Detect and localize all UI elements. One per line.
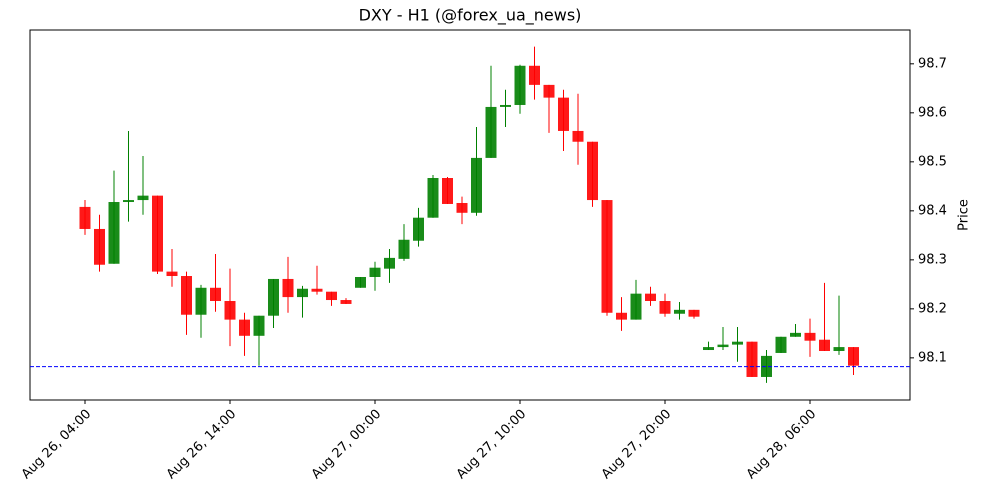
- candle-body: [500, 104, 511, 107]
- candle-body: [529, 65, 540, 85]
- y-tick-label: 98.1: [918, 350, 947, 365]
- candle-body: [94, 228, 105, 265]
- candle-body: [108, 202, 120, 264]
- candle-body: [775, 336, 787, 353]
- candle-body: [369, 267, 381, 277]
- candle-body: [456, 202, 468, 213]
- candle-body: [746, 341, 758, 377]
- candle-body: [601, 200, 613, 313]
- candle-body: [848, 347, 859, 366]
- candle-body: [137, 195, 149, 201]
- candle-body: [703, 347, 714, 351]
- candle-body: [340, 300, 352, 304]
- x-tick-label: Aug 27, 10:00: [454, 407, 530, 483]
- candle-body: [674, 309, 685, 314]
- y-tick-label: 98.5: [918, 154, 947, 169]
- candle-body: [224, 301, 236, 320]
- candle-body: [717, 344, 729, 348]
- y-axis-label: Price: [957, 199, 972, 231]
- x-tick-label: Aug 27, 00:00: [309, 407, 385, 483]
- candle-body: [239, 319, 250, 336]
- candle-body: [790, 332, 801, 337]
- y-tick-label: 98.7: [918, 56, 947, 71]
- y-tick-label: 98.3: [918, 252, 947, 267]
- candle-body: [804, 332, 816, 341]
- candle-body: [558, 97, 569, 131]
- candle-body: [761, 355, 772, 377]
- candle-body: [514, 65, 526, 105]
- candle-body: [732, 341, 743, 345]
- candle-body: [355, 276, 366, 288]
- y-tick-label: 98.6: [918, 105, 947, 120]
- candle-body: [659, 301, 671, 314]
- plot-frame: [29, 29, 911, 401]
- candle-body: [398, 239, 410, 259]
- candle-body: [587, 141, 598, 201]
- candle-body: [572, 130, 584, 142]
- candle-body: [311, 288, 323, 292]
- candle-body: [471, 157, 482, 213]
- candle-body: [297, 288, 308, 298]
- candle-body: [442, 178, 453, 204]
- x-tick-label: Aug 28, 06:00: [744, 407, 820, 483]
- y-tick-label: 98.4: [918, 203, 947, 218]
- candle-body: [195, 287, 207, 315]
- candle-body: [543, 84, 555, 98]
- candle-body: [79, 206, 91, 229]
- candle-body: [413, 217, 424, 241]
- candle-body: [181, 276, 192, 315]
- x-tick-label: Aug 27, 20:00: [599, 407, 675, 483]
- candle-body: [645, 293, 656, 302]
- candle-body: [166, 271, 178, 277]
- candle-body: [210, 287, 221, 302]
- candle-body: [630, 293, 642, 320]
- candle-body: [384, 257, 395, 269]
- candle-body: [427, 178, 439, 218]
- x-tick-label: Aug 26, 14:00: [164, 407, 240, 483]
- candle-body: [326, 291, 337, 301]
- chart-title: DXY - H1 (@forex_ua_news): [359, 6, 582, 26]
- candle-body: [485, 106, 497, 158]
- candle-body: [268, 278, 279, 316]
- candle-body: [123, 200, 134, 203]
- candle-body: [616, 312, 627, 320]
- candle-body: [688, 309, 700, 317]
- candle-body: [152, 195, 163, 272]
- y-tick-label: 98.2: [918, 301, 947, 316]
- candle-body: [833, 347, 845, 351]
- x-tick-label: Aug 26, 04:00: [19, 407, 95, 483]
- candle-body: [819, 339, 830, 351]
- candle-body: [282, 278, 294, 298]
- candle-body: [253, 315, 265, 336]
